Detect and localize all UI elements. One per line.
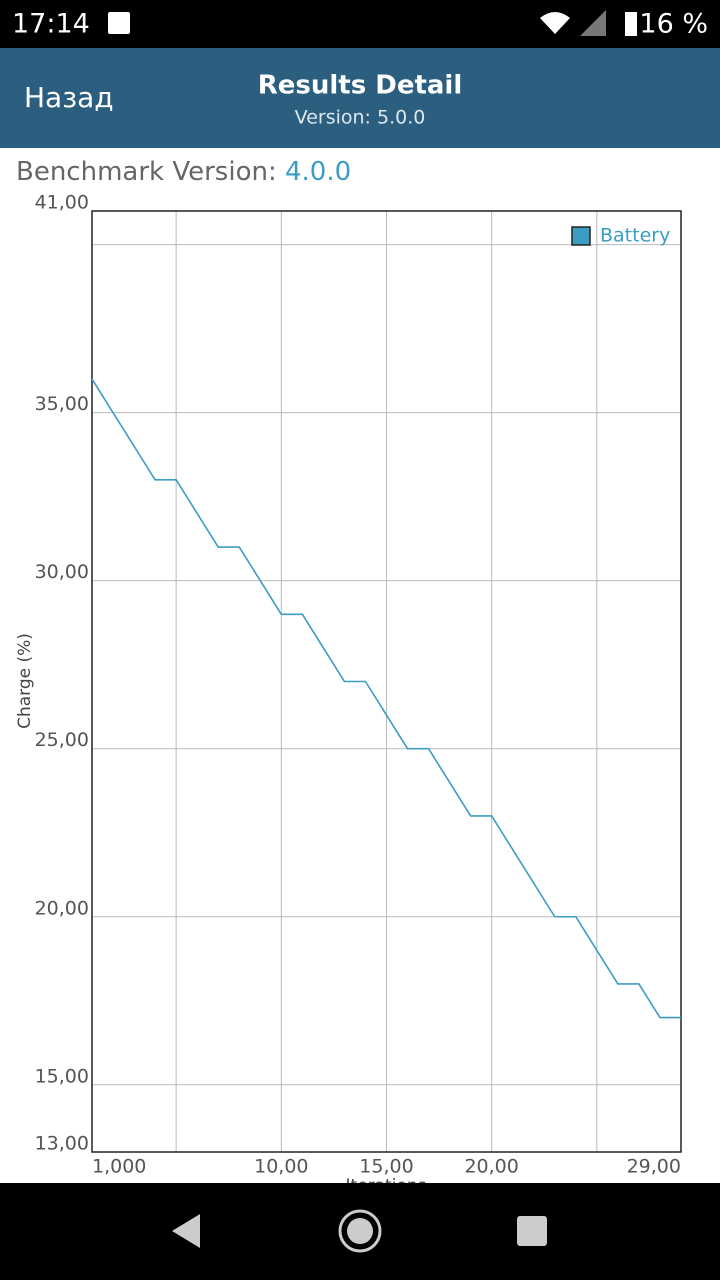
x-tick-label: 20,00 [464, 1156, 518, 1178]
version-value: 4.0.0 [285, 157, 351, 187]
version-label-text: Benchmark Version: [16, 157, 277, 187]
x-tick-label: 10,00 [254, 1156, 308, 1178]
home-key[interactable] [338, 1209, 382, 1253]
gallery-icon [108, 12, 130, 34]
subtitle: Version: 5.0.0 [295, 107, 426, 129]
data-line [91, 378, 681, 1019]
battery-icon [625, 12, 637, 36]
y-tick-label: 25,00 [35, 729, 89, 751]
legend-label: Battery [600, 225, 670, 247]
y-tick-label: 41,00 [35, 192, 89, 214]
x-tick-label: 29,00 [627, 1156, 681, 1178]
y-axis-label: Charge (%) [15, 633, 35, 729]
home-key-dot [347, 1218, 373, 1244]
x-tick-label: 1,000 [92, 1156, 146, 1178]
y-tick-label: 15,00 [35, 1065, 89, 1087]
title: Results Detail [258, 71, 463, 101]
wifi-icon [540, 12, 570, 34]
y-tick-label: 20,00 [35, 897, 89, 919]
plot-border [91, 210, 682, 1153]
chart: 13,00 15,00 20,00 25,00 30,00 35,00 41,00 1,000… [15, 192, 682, 1196]
y-tick-label: 30,00 [35, 561, 89, 583]
y-tick-label: 35,00 [35, 393, 89, 415]
back-button[interactable]: Назад [24, 81, 114, 114]
battery-level: 16 % [639, 9, 708, 40]
legend-swatch [571, 226, 591, 246]
back-key[interactable] [172, 1214, 200, 1248]
nav-bar [0, 1183, 720, 1280]
signal-icon [580, 10, 606, 36]
clock: 17:14 [12, 9, 90, 40]
x-tick-label: 15,00 [359, 1156, 413, 1178]
version-label: Benchmark Version: 4.0.0 [16, 157, 351, 187]
y-tick-label: 13,00 [35, 1133, 89, 1155]
app-bar [0, 48, 720, 148]
recents-key[interactable] [517, 1216, 547, 1246]
